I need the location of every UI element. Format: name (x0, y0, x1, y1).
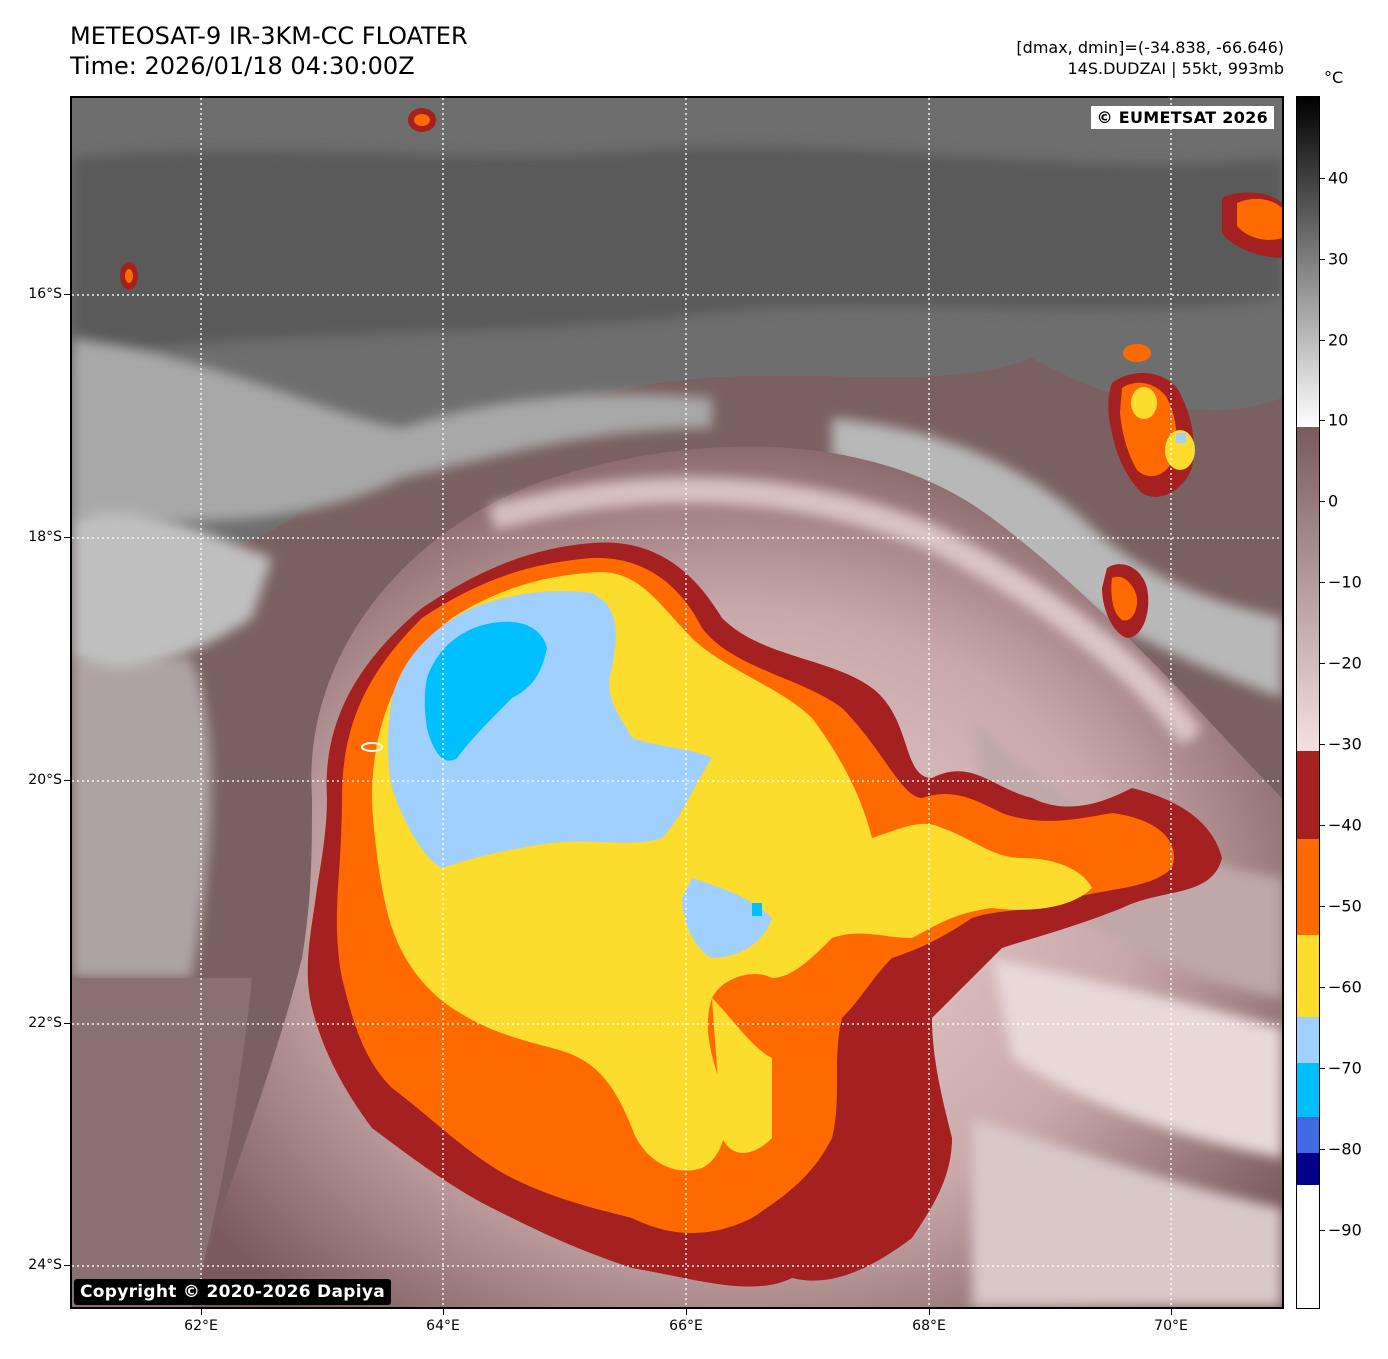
colorbar-label: 20 (1328, 330, 1349, 350)
lat-label-22s: 22°S (28, 1015, 62, 1031)
colorbar-tick (1320, 1230, 1325, 1231)
colorbar-tick (1320, 501, 1325, 502)
lon-label-62e: 62°E (184, 1318, 218, 1334)
graticule (72, 98, 1282, 1307)
lat-label-24s: 24°S (28, 1257, 62, 1273)
colorbar-tick (1320, 340, 1325, 341)
lat-tick (64, 537, 70, 538)
lon-tick (686, 1309, 687, 1315)
colorbar-unit: °C (1324, 68, 1344, 87)
lat-label-20s: 20°S (28, 772, 62, 788)
colorbar-label: −20 (1328, 653, 1362, 673)
satellite-map[interactable]: © EUMETSAT 2026 Copyright © 2020-2026 Da… (70, 96, 1284, 1309)
lat-tick (64, 1265, 70, 1266)
colorbar-label: −30 (1328, 734, 1362, 754)
timestamp: Time: 2026/01/18 04:30:00Z (70, 52, 415, 80)
storm-info: 14S.DUDZAI | 55kt, 993mb (1067, 59, 1285, 78)
dapiya-copyright: Copyright © 2020-2026 Dapiya (74, 1279, 391, 1305)
lat-label-18s: 18°S (28, 529, 62, 545)
colorbar-label: 40 (1328, 168, 1349, 188)
colorbar-label: 30 (1328, 249, 1349, 269)
colorbar-label: −50 (1328, 896, 1362, 916)
colorbar-tick (1320, 1149, 1325, 1150)
colorbar-tick (1320, 1068, 1325, 1069)
colorbar-label: −70 (1328, 1058, 1362, 1078)
lat-tick (64, 780, 70, 781)
colorbar-tick (1320, 663, 1325, 664)
temperature-range: [dmax, dmin]=(-34.838, -66.646) (1016, 38, 1284, 57)
colorbar-tick (1320, 987, 1325, 988)
colorbar-tick (1320, 906, 1325, 907)
colorbar-label: −90 (1328, 1220, 1362, 1240)
colorbar-gradient (1297, 97, 1319, 1308)
colorbar-label: −10 (1328, 572, 1362, 592)
lon-label-66e: 66°E (669, 1318, 703, 1334)
colorbar-tick (1320, 582, 1325, 583)
lat-tick (64, 1023, 70, 1024)
colorbar-label: 0 (1328, 491, 1339, 511)
colorbar-tick (1320, 178, 1325, 179)
lon-label-64e: 64°E (426, 1318, 460, 1334)
lon-tick (1171, 1309, 1172, 1315)
colorbar-label: −40 (1328, 815, 1362, 835)
colorbar-tick (1320, 744, 1325, 745)
colorbar (1296, 96, 1320, 1309)
min-temp-contour (361, 742, 383, 752)
lon-label-68e: 68°E (912, 1318, 946, 1334)
lon-tick (929, 1309, 930, 1315)
lat-tick (64, 294, 70, 295)
lon-label-70e: 70°E (1154, 1318, 1188, 1334)
lon-tick (201, 1309, 202, 1315)
product-title: METEOSAT-9 IR-3KM-CC FLOATER (70, 22, 468, 50)
colorbar-label: 10 (1328, 410, 1349, 430)
eumetsat-copyright: © EUMETSAT 2026 (1090, 106, 1274, 129)
colorbar-tick (1320, 420, 1325, 421)
colorbar-tick (1320, 259, 1325, 260)
colorbar-label: −60 (1328, 977, 1362, 997)
ir-imagery (72, 98, 1282, 1307)
colorbar-label: −80 (1328, 1139, 1362, 1159)
lon-tick (443, 1309, 444, 1315)
colorbar-tick (1320, 825, 1325, 826)
lat-label-16s: 16°S (28, 286, 62, 302)
